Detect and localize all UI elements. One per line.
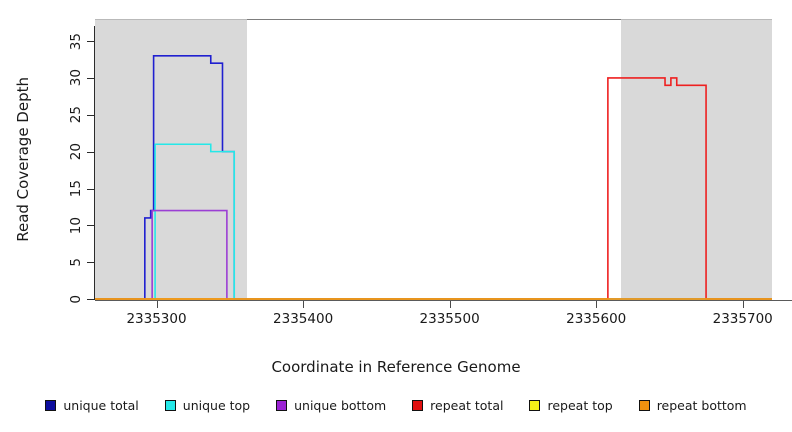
y-tick-label-wrap-35: 35 [0, 21, 84, 61]
series-unique-top [95, 143, 772, 300]
legend-swatch-icon-repeat-total [412, 400, 424, 411]
legend-item-repeat-total[interactable]: repeat total [412, 398, 503, 413]
legend-label: repeat top [547, 398, 613, 413]
y-tick-label-wrap-0: 0 [0, 279, 84, 319]
plot-area [95, 19, 772, 300]
legend-label: repeat bottom [656, 398, 747, 413]
y-axis-line [94, 26, 95, 300]
y-tick-label-wrap-20: 20 [0, 132, 84, 172]
y-tick-15 [87, 188, 94, 190]
x-tick-2335300 [156, 301, 158, 308]
y-tick-label-20: 20 [68, 143, 84, 161]
y-tick-0 [87, 299, 94, 300]
x-tick-label-2335300: 2335300 [126, 311, 187, 327]
legend-label: repeat total [430, 398, 504, 413]
y-tick-label-35: 35 [68, 32, 84, 50]
y-axis-title-text: Read Coverage Depth [14, 77, 32, 242]
y-tick-label-wrap-25: 25 [0, 95, 84, 135]
y-tick-label-25: 25 [68, 106, 84, 124]
legend-label: unique top [182, 398, 251, 413]
chart-legend: unique total unique top unique bottom repea… [0, 398, 792, 413]
legend-item-unique-top[interactable]: unique top [164, 398, 251, 413]
legend-item-unique-bottom[interactable]: unique bottom [276, 398, 386, 413]
series-repeat-total [95, 77, 772, 300]
y-tick-label-15: 15 [68, 179, 84, 198]
x-axis-title: Coordinate in Reference Genome [271, 358, 521, 376]
legend-item-repeat-top[interactable]: repeat top [529, 398, 613, 413]
y-axis-title: Read Coverage Depth [14, 19, 32, 300]
legend-swatch-icon-repeat-top [529, 400, 541, 411]
legend-swatch-icon-unique-total [45, 400, 57, 411]
legend-label: unique total [63, 398, 139, 413]
y-tick-5 [87, 262, 94, 264]
series-unique-bottom [95, 209, 772, 300]
y-tick-20 [87, 151, 94, 153]
legend-swatch-icon-unique-bottom [276, 400, 288, 411]
y-tick-label-5: 5 [68, 257, 84, 267]
x-tick-label-2335700: 2335700 [712, 311, 773, 327]
legend-item-unique-total[interactable]: unique total [45, 398, 139, 413]
legend-swatch-icon-unique-top [164, 400, 176, 411]
x-tick-label-2335400: 2335400 [273, 311, 334, 327]
y-tick-10 [87, 225, 94, 227]
y-tick-25 [87, 114, 94, 116]
y-tick-30 [87, 77, 94, 79]
y-tick-35 [87, 41, 94, 43]
y-tick-label-wrap-30: 30 [0, 58, 84, 98]
y-tick-label-wrap-5: 5 [0, 242, 84, 282]
y-tick-label-wrap-10: 10 [0, 205, 84, 245]
x-axis-line [95, 300, 792, 301]
plot-top-rule-right [621, 19, 772, 20]
y-tick-label-30: 30 [68, 69, 84, 87]
x-tick-2335400 [303, 301, 305, 308]
x-tick-2335500 [449, 301, 451, 308]
y-tick-label-10: 10 [68, 216, 84, 234]
plot-top-rule-middle [247, 19, 621, 20]
legend-item-repeat-bottom[interactable]: repeat bottom [638, 398, 747, 413]
plot-top-rule-left [95, 19, 247, 20]
x-tick-2335700 [742, 301, 744, 308]
shade-band-right [621, 19, 772, 300]
series-unique-total [95, 55, 772, 300]
y-tick-label-0: 0 [68, 294, 84, 304]
x-tick-label-2335600: 2335600 [566, 311, 627, 327]
legend-swatch-icon-repeat-bottom [638, 400, 650, 411]
legend-label: unique bottom [294, 398, 387, 413]
x-tick-label-2335500: 2335500 [419, 311, 480, 327]
y-tick-label-wrap-15: 15 [0, 168, 84, 208]
x-tick-2335600 [596, 301, 598, 308]
shade-band-left [95, 19, 247, 300]
